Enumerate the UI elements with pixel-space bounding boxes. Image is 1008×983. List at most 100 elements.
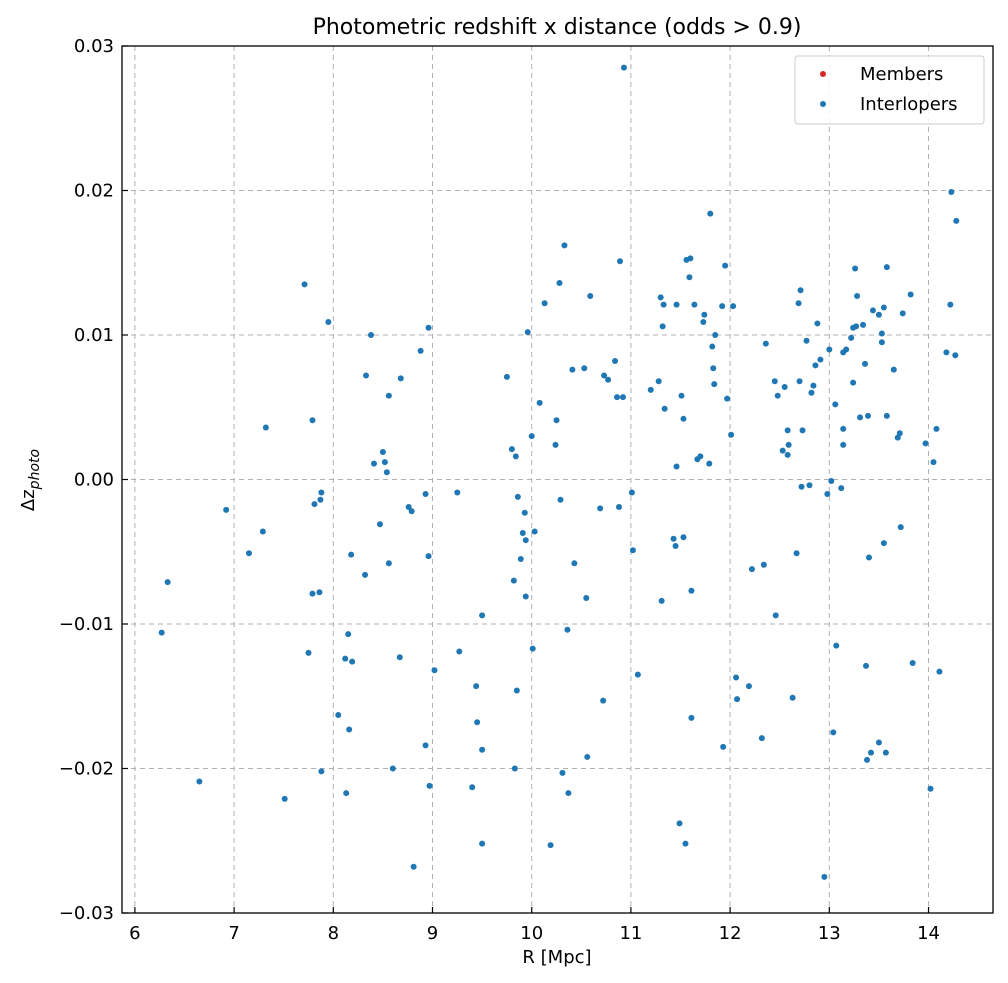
data-point-interlopers bbox=[709, 343, 716, 350]
data-point-interlopers bbox=[691, 301, 698, 308]
data-point-interlopers bbox=[367, 332, 374, 338]
data-point-interlopers bbox=[508, 446, 515, 453]
data-point-interlopers bbox=[349, 658, 356, 665]
data-point-interlopers bbox=[897, 524, 904, 531]
x-tick-label: 6 bbox=[129, 923, 140, 944]
data-point-interlopers bbox=[899, 310, 906, 317]
data-point-interlopers bbox=[779, 447, 786, 454]
data-point-interlopers bbox=[774, 392, 781, 399]
data-point-interlopers bbox=[309, 417, 316, 424]
data-point-interlopers bbox=[771, 378, 778, 385]
data-point-interlopers bbox=[927, 785, 934, 792]
y-tick-label: 0.03 bbox=[74, 36, 114, 57]
data-point-interlopers bbox=[587, 292, 594, 299]
data-point-interlopers bbox=[514, 493, 521, 500]
data-point-interlopers bbox=[828, 477, 835, 484]
data-point-interlopers bbox=[479, 840, 486, 847]
data-point-interlopers bbox=[158, 629, 165, 636]
data-point-interlopers bbox=[947, 301, 954, 308]
data-point-interlopers bbox=[785, 441, 792, 448]
legend: Members Interlopers bbox=[794, 55, 985, 125]
data-point-interlopers bbox=[571, 560, 578, 567]
data-point-interlopers bbox=[601, 372, 608, 379]
x-tick-label: 14 bbox=[917, 923, 940, 944]
legend-marker-interlopers bbox=[820, 101, 826, 107]
data-point-interlopers bbox=[660, 301, 667, 308]
data-point-interlopers bbox=[909, 660, 916, 667]
data-point-interlopers bbox=[869, 307, 876, 314]
data-point-interlopers bbox=[301, 281, 308, 288]
data-point-interlopers bbox=[896, 430, 903, 437]
data-point-interlopers bbox=[655, 378, 662, 385]
data-point-interlopers bbox=[581, 365, 588, 372]
data-point-interlopers bbox=[552, 441, 559, 448]
data-point-interlopers bbox=[854, 292, 861, 299]
data-point-interlopers bbox=[474, 719, 481, 726]
data-point-interlopers bbox=[933, 425, 940, 432]
y-tick-label: 0.01 bbox=[74, 325, 114, 346]
x-tick-label: 10 bbox=[520, 923, 543, 944]
data-point-interlopers bbox=[524, 329, 531, 336]
data-point-interlopers bbox=[748, 566, 755, 573]
data-point-interlopers bbox=[953, 217, 960, 224]
data-point-interlopers bbox=[531, 528, 538, 535]
data-point-interlopers bbox=[880, 540, 887, 547]
y-tick-label: −0.01 bbox=[59, 614, 114, 635]
data-point-interlopers bbox=[259, 528, 266, 535]
data-point-interlopers bbox=[569, 366, 576, 373]
data-point-interlopers bbox=[806, 482, 813, 489]
data-point-interlopers bbox=[758, 735, 765, 742]
data-point-interlopers bbox=[348, 551, 355, 558]
data-point-interlopers bbox=[223, 506, 230, 513]
data-point-interlopers bbox=[541, 300, 548, 307]
data-point-interlopers bbox=[422, 490, 429, 497]
data-point-interlopers bbox=[830, 729, 837, 736]
data-point-interlopers bbox=[853, 323, 860, 330]
data-point-interlopers bbox=[658, 597, 665, 604]
data-point-interlopers bbox=[614, 394, 621, 401]
data-point-interlopers bbox=[469, 784, 476, 791]
data-point-interlopers bbox=[311, 501, 318, 508]
data-point-interlopers bbox=[814, 320, 821, 327]
data-point-interlopers bbox=[862, 360, 869, 367]
data-point-interlopers bbox=[513, 687, 520, 694]
data-point-interlopers bbox=[620, 64, 627, 71]
data-point-interlopers bbox=[863, 662, 870, 669]
data-point-interlopers bbox=[724, 395, 731, 402]
data-point-interlopers bbox=[456, 648, 463, 655]
data-point-interlopers bbox=[672, 542, 679, 549]
data-point-interlopers bbox=[784, 427, 791, 434]
data-point-interlopers bbox=[561, 242, 568, 249]
data-point-interlopers bbox=[936, 668, 943, 675]
data-point-interlopers bbox=[431, 667, 438, 674]
data-point-interlopers bbox=[760, 561, 767, 568]
x-tick-label: 9 bbox=[427, 923, 438, 944]
y-tick-label: 0.02 bbox=[74, 181, 114, 202]
data-point-interlopers bbox=[659, 323, 666, 330]
data-point-interlopers bbox=[503, 373, 510, 380]
data-point-interlopers bbox=[383, 469, 390, 476]
data-point-interlopers bbox=[793, 550, 800, 557]
data-point-interlopers bbox=[720, 743, 727, 750]
data-point-interlopers bbox=[883, 412, 890, 419]
data-point-interlopers bbox=[784, 451, 791, 458]
data-point-interlopers bbox=[821, 873, 828, 880]
data-point-interlopers bbox=[734, 696, 741, 703]
data-point-interlopers bbox=[797, 287, 804, 294]
data-point-interlopers bbox=[799, 427, 806, 434]
data-point-interlopers bbox=[796, 378, 803, 385]
data-point-interlopers bbox=[657, 294, 664, 301]
data-point-interlopers bbox=[826, 346, 833, 353]
data-point-interlopers bbox=[682, 840, 689, 847]
data-point-interlopers bbox=[686, 274, 693, 281]
data-point-interlopers bbox=[701, 311, 708, 318]
data-point-interlopers bbox=[840, 425, 847, 432]
data-point-interlopers bbox=[867, 749, 874, 756]
x-tick-label: 12 bbox=[719, 923, 742, 944]
data-point-interlopers bbox=[789, 694, 796, 701]
data-point-interlopers bbox=[922, 440, 929, 447]
data-point-interlopers bbox=[245, 550, 252, 557]
data-point-interlopers bbox=[616, 503, 623, 510]
